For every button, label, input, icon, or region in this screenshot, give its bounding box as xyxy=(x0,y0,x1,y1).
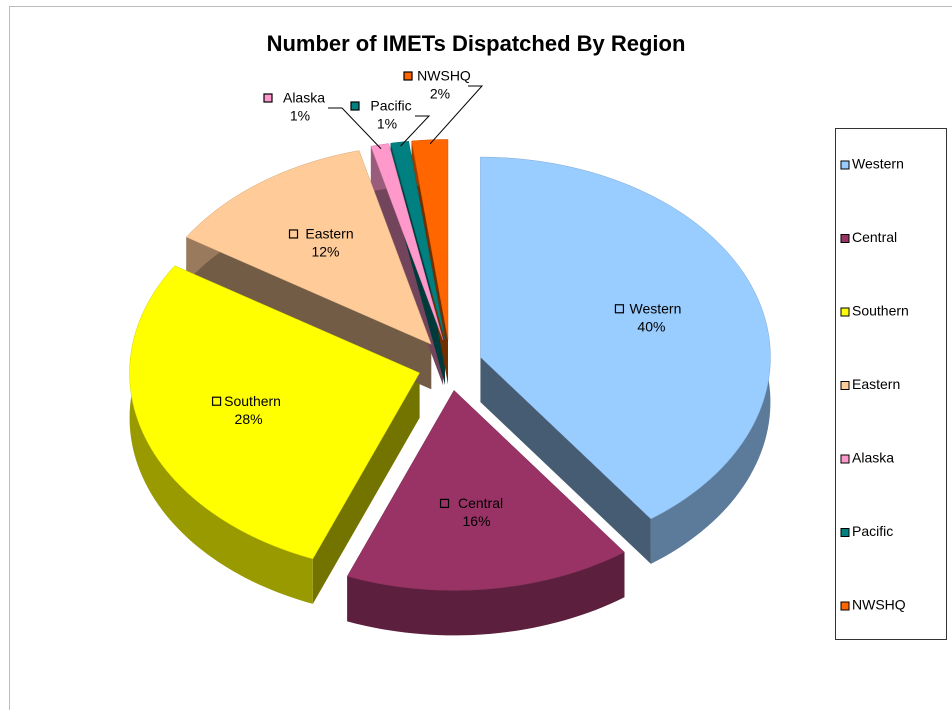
label-swatch xyxy=(263,93,273,103)
slice-side xyxy=(480,357,651,564)
legend-swatch xyxy=(840,454,850,464)
chart-title: Number of IMETs Dispatched By Region xyxy=(267,31,686,56)
legend-box xyxy=(835,128,947,640)
leader-line xyxy=(429,85,484,145)
legend-label: Eastern xyxy=(852,376,900,392)
legend-swatch xyxy=(840,234,850,243)
slice xyxy=(129,265,420,560)
legend-label: Central xyxy=(852,229,897,245)
data-label: 40% xyxy=(637,318,665,334)
legend-label: Southern xyxy=(852,303,909,319)
data-label: 12% xyxy=(311,244,339,260)
slice xyxy=(185,150,432,345)
legend-label: Alaska xyxy=(852,450,894,466)
legend-label: Western xyxy=(852,156,904,172)
label-swatch xyxy=(211,396,222,406)
slice xyxy=(346,389,625,591)
leader-line xyxy=(400,115,431,147)
legend-swatch xyxy=(840,381,850,390)
data-label-name: Pacific xyxy=(370,98,411,114)
slice xyxy=(411,139,449,340)
slice xyxy=(370,143,444,341)
label-swatch xyxy=(439,498,450,509)
data-label-name: Southern xyxy=(224,393,281,409)
legend-swatch xyxy=(840,528,850,537)
data-label: 16% xyxy=(463,513,491,529)
legend-label: NWSHQ xyxy=(852,597,906,613)
legend-swatch xyxy=(840,307,850,317)
slice xyxy=(390,141,446,340)
label-swatch xyxy=(288,229,299,239)
data-label-name: NWSHQ xyxy=(417,68,471,84)
label-swatch xyxy=(403,71,413,81)
pie-tops xyxy=(129,139,771,591)
leader-line xyxy=(328,107,382,150)
data-label-name: Central xyxy=(458,495,503,511)
label-swatch xyxy=(350,101,360,111)
data-label-name: Western xyxy=(629,300,681,316)
legend-swatch xyxy=(840,160,850,170)
data-label: 2% xyxy=(430,86,450,102)
slice-side xyxy=(370,146,444,386)
slice-side xyxy=(347,552,625,636)
data-label-name: Eastern xyxy=(305,226,353,242)
data-label-name: Alaska xyxy=(283,90,325,106)
legend-swatch xyxy=(840,601,850,611)
slice xyxy=(480,156,771,520)
data-label: 1% xyxy=(377,116,397,132)
data-label: 1% xyxy=(290,108,310,124)
legend-label: Pacific xyxy=(852,523,893,539)
slice-side xyxy=(312,372,420,604)
data-label: 28% xyxy=(235,411,263,427)
slice-side xyxy=(129,265,313,604)
label-swatch xyxy=(614,304,625,314)
